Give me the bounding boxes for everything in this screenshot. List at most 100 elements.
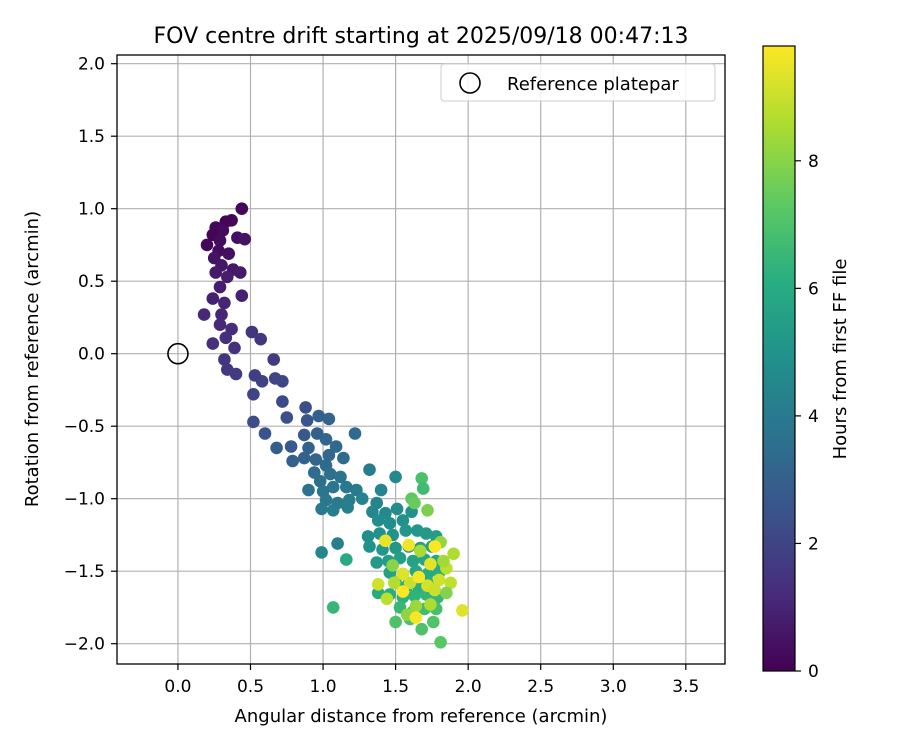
colorbar: 0 2 4 6 8 Hours from first FF file: [762, 45, 851, 682]
data-point: [235, 289, 249, 303]
data-point: [396, 585, 410, 598]
data-point: [389, 615, 402, 629]
data-point: [286, 454, 299, 468]
data-point: [361, 530, 375, 543]
data-point: [402, 538, 416, 552]
data-point: [315, 546, 328, 559]
data-point: [326, 480, 340, 494]
data-point: [380, 592, 394, 606]
data-point: [412, 570, 426, 584]
data-point: [421, 504, 434, 517]
y-tick-label: 0.0: [78, 345, 105, 365]
data-point: [456, 604, 469, 617]
legend-open-circle-icon: [459, 72, 481, 94]
data-point: [371, 578, 385, 591]
data-point: [374, 483, 388, 497]
data-point: [258, 427, 272, 440]
data-point: [302, 441, 315, 455]
data-point: [326, 504, 340, 517]
x-tick-label: 1.0: [310, 677, 337, 697]
data-point: [389, 541, 402, 555]
colorbar-label: Hours from first FF file: [830, 259, 851, 460]
y-tick-label: 0.5: [78, 272, 105, 292]
data-point: [440, 586, 453, 600]
data-point: [213, 280, 227, 294]
data-point: [300, 414, 314, 427]
data-point: [371, 514, 385, 527]
data-point: [322, 448, 336, 462]
data-point: [297, 428, 311, 442]
data-point: [206, 292, 220, 305]
data-point: [437, 554, 450, 568]
colorbar-gradient: [762, 45, 796, 672]
data-point: [312, 409, 326, 423]
plot-frame: [116, 54, 726, 665]
data-point: [386, 559, 400, 572]
data-point: [334, 470, 347, 484]
data-point: [408, 589, 421, 603]
data-point: [444, 576, 458, 590]
scatter-points: [197, 202, 469, 649]
y-tick-label: 1.0: [78, 200, 105, 220]
x-tick-label: 2.0: [455, 677, 482, 697]
data-point: [363, 463, 376, 477]
data-point: [247, 415, 260, 429]
data-point: [234, 266, 247, 279]
data-point: [340, 553, 353, 566]
data-point: [363, 540, 376, 553]
colorbar-tick-label: 0: [808, 662, 819, 682]
colorbar-tick-label: 8: [808, 152, 819, 172]
data-point: [416, 482, 430, 495]
data-point: [254, 332, 267, 346]
data-point: [409, 599, 423, 613]
data-point: [206, 337, 220, 350]
data-point: [396, 567, 410, 581]
data-point: [387, 576, 401, 590]
data-point: [396, 514, 410, 527]
data-point: [200, 238, 214, 252]
data-point: [209, 266, 222, 279]
data-point: [245, 325, 259, 339]
data-point: [247, 388, 260, 401]
data-point: [399, 524, 413, 537]
legend-label: Reference platepar: [507, 74, 679, 95]
data-point: [276, 395, 289, 408]
colorbar-tick-label: 2: [808, 534, 819, 554]
data-point: [299, 401, 312, 414]
y-tick-label: −1.0: [64, 490, 105, 510]
data-point: [428, 540, 442, 553]
data-point: [255, 375, 269, 388]
data-point: [428, 583, 442, 597]
data-point: [379, 534, 392, 548]
data-point: [238, 232, 251, 246]
data-point: [219, 331, 233, 345]
data-point: [297, 451, 311, 465]
y-axis-ticks: −2.0 −1.5 −1.0 −0.5 0.0 0.5 1.0 1.5 2.0: [64, 55, 117, 655]
data-point: [218, 296, 231, 310]
data-point: [419, 527, 433, 540]
legend: Reference platepar: [440, 63, 716, 102]
colorbar-tick-label: 4: [808, 407, 819, 427]
data-point: [324, 467, 337, 481]
chart-title: FOV centre drift starting at 2025/09/18 …: [154, 24, 689, 49]
data-point: [267, 353, 281, 366]
data-point: [329, 440, 343, 453]
data-point: [370, 556, 384, 569]
data-point: [432, 573, 446, 587]
data-point: [235, 202, 249, 215]
data-point: [447, 547, 460, 561]
data-point: [215, 308, 228, 321]
data-point: [222, 247, 235, 260]
data-point: [319, 433, 333, 446]
data-point: [302, 483, 315, 497]
x-tick-label: 2.5: [527, 677, 554, 697]
data-point: [221, 270, 234, 284]
data-point: [389, 470, 402, 484]
x-axis-ticks: 0.0 0.5 1.0 1.5 2.0 2.5 3.0 3.5: [164, 664, 699, 697]
grid: [117, 55, 725, 664]
data-point: [309, 453, 323, 466]
legend-box: [440, 63, 716, 102]
data-point: [322, 412, 336, 426]
x-axis-label: Angular distance from reference (arcmin): [235, 706, 608, 727]
